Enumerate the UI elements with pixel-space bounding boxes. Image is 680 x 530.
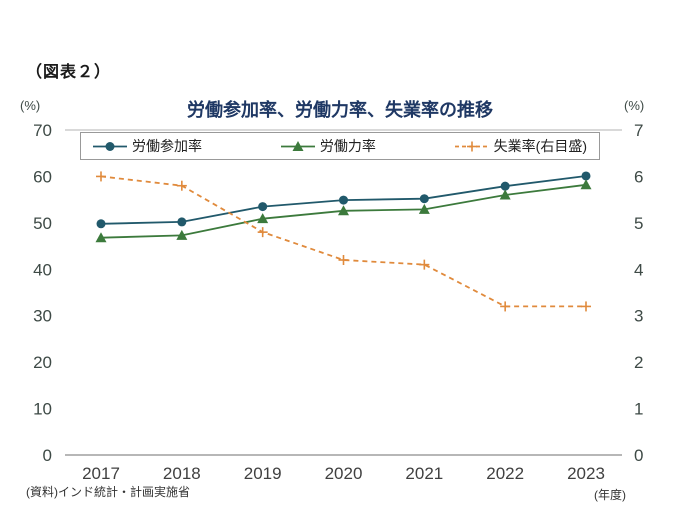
- triangle-marker: [338, 205, 349, 216]
- legend-item-0: 労働参加率: [93, 136, 202, 156]
- triangle-marker: [499, 189, 511, 200]
- legend-item-2: 失業率(右目盛): [454, 136, 587, 156]
- x-axis-tick-label: 2020: [325, 464, 363, 483]
- legend-label: 労働参加率: [132, 138, 202, 154]
- legend-marker-sample: [280, 140, 315, 151]
- triangle-marker: [95, 232, 107, 243]
- left-axis-tick-label: 70: [33, 121, 52, 140]
- x-axis-tick-label: 2023: [567, 464, 605, 483]
- right-axis-tick-label: 0: [634, 446, 643, 465]
- left-axis-tick-label: 10: [33, 400, 52, 419]
- triangle-marker: [292, 140, 304, 151]
- right-axis-tick-label: 3: [634, 307, 643, 326]
- x-axis-tick-label: 2017: [82, 464, 120, 483]
- triangle-marker: [257, 213, 269, 224]
- legend-marker-sample: [454, 141, 489, 151]
- legend-label: 失業率(右目盛): [493, 138, 587, 154]
- right-axis-tick-label: 6: [634, 167, 643, 186]
- left-axis-tick-label: 40: [33, 260, 52, 279]
- x-axis-tick-label: 2021: [405, 464, 443, 483]
- triangle-marker: [418, 203, 430, 214]
- circle-marker: [339, 195, 348, 205]
- circle-marker: [96, 219, 106, 229]
- right-axis-unit-label: (%): [624, 98, 645, 113]
- circle-marker: [419, 194, 429, 204]
- circle-marker: [105, 141, 115, 151]
- x-axis-unit-label: (年度): [594, 488, 626, 502]
- circle-marker: [581, 171, 591, 181]
- right-axis-tick-label: 5: [634, 214, 643, 233]
- triangle-marker: [580, 179, 592, 190]
- legend-marker-sample: [93, 141, 127, 151]
- source-note: (資料)インド統計・計画実施省: [26, 485, 190, 499]
- triangle-marker: [176, 229, 188, 240]
- left-axis-tick-label: 50: [33, 214, 52, 233]
- right-axis-tick-label: 2: [634, 353, 643, 372]
- left-axis-tick-label: 30: [33, 307, 52, 326]
- left-axis-unit-label: (%): [20, 98, 41, 113]
- chart-title: 労働参加率、労働力率、失業率の推移: [187, 100, 493, 120]
- x-axis-tick-label: 2022: [486, 464, 524, 483]
- circle-marker: [500, 181, 510, 191]
- left-axis-tick-label: 20: [33, 353, 52, 372]
- series-0: [96, 171, 591, 229]
- x-axis-tick-label: 2019: [244, 464, 282, 483]
- legend-item-1: 労働力率: [280, 136, 376, 156]
- legend: 労働参加率 労働力率 失業率(右目盛): [80, 132, 600, 160]
- circle-marker: [177, 217, 187, 227]
- series-1: [95, 179, 592, 243]
- series-2: [96, 171, 591, 312]
- x-axis-tick-label: 2018: [163, 464, 201, 483]
- left-axis-tick-label: 0: [43, 446, 52, 465]
- figure-label: （図表２）: [26, 64, 112, 81]
- right-axis-tick-label: 4: [634, 260, 643, 279]
- legend-label: 労働力率: [319, 138, 376, 154]
- right-axis-tick-label: 7: [634, 121, 643, 140]
- left-axis-tick-label: 60: [33, 167, 52, 186]
- right-axis-tick-label: 1: [634, 400, 643, 419]
- circle-marker: [258, 202, 268, 212]
